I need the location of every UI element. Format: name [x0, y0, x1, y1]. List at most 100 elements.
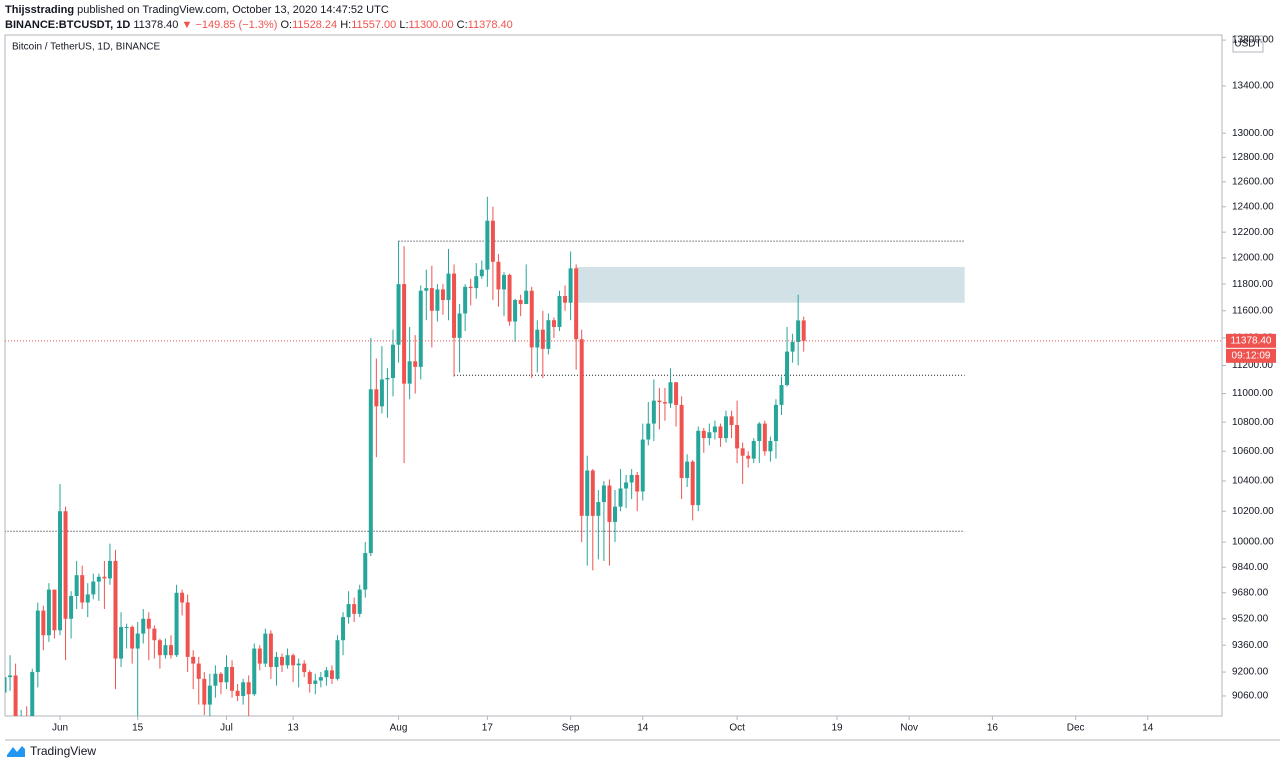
- plot-frame: [4, 34, 1223, 717]
- candle-body: [563, 296, 568, 303]
- candle-body: [91, 581, 96, 595]
- x-tick-label: 13: [288, 723, 300, 734]
- candle-body: [546, 320, 551, 349]
- logo: [7, 746, 25, 757]
- candle-body: [651, 400, 656, 424]
- published: published on TradingView.com, October 13…: [77, 4, 389, 16]
- candle-body: [674, 382, 679, 405]
- candle-body: [524, 290, 529, 305]
- candle-body: [58, 511, 62, 631]
- candle-body: [296, 663, 301, 666]
- candle-body: [662, 402, 667, 404]
- candle-body: [352, 604, 357, 614]
- candle-body: [624, 482, 629, 489]
- candle-body: [629, 474, 634, 483]
- c: 11378.40: [467, 19, 513, 31]
- candle-body: [374, 389, 379, 407]
- candle-body: [457, 313, 462, 338]
- candle-body: [535, 329, 540, 348]
- candle-body: [363, 553, 368, 590]
- candle-body: [724, 416, 728, 439]
- candle-body: [640, 439, 645, 492]
- o-key: O:: [280, 19, 293, 31]
- y-tick-label: 12600.00: [1232, 177, 1274, 188]
- candle-body: [479, 269, 484, 277]
- candle-body: [257, 648, 262, 664]
- candle-body: [13, 675, 18, 716]
- candle-body: [585, 470, 590, 516]
- candle-body: [735, 425, 740, 449]
- chart-title: Bitcoin / TetherUS, 1D, BINANCE: [12, 42, 161, 53]
- header: Thijsstrading published on TradingView.c…: [5, 3, 513, 33]
- candle-body: [779, 385, 784, 405]
- candle-body: [313, 680, 318, 684]
- candle-body: [235, 690, 240, 696]
- candle-body: [25, 724, 29, 735]
- candle-body: [324, 670, 329, 678]
- candle-body: [218, 673, 223, 683]
- y-tick-label: 10800.00: [1232, 417, 1274, 428]
- y-tick-label: 10000.00: [1232, 537, 1274, 548]
- candle-body: [685, 461, 690, 478]
- candle-body: [69, 596, 74, 619]
- candle-body: [468, 286, 473, 289]
- candle-body: [452, 273, 457, 338]
- y-tick-label: 13000.00: [1232, 128, 1274, 139]
- candle-body: [224, 666, 229, 683]
- candle-body: [740, 448, 745, 456]
- y-tick-label: 9360.00: [1232, 640, 1269, 651]
- candle-body: [557, 296, 562, 327]
- candle-body: [180, 592, 185, 603]
- candle-body: [718, 426, 723, 439]
- candle-body: [396, 284, 401, 345]
- c-key: C:: [456, 19, 468, 31]
- candle-body: [785, 351, 790, 386]
- candle-body: [429, 288, 434, 311]
- x-tick-label: 15: [132, 723, 144, 734]
- candle-body: [35, 610, 40, 673]
- candle-body: [146, 618, 151, 629]
- footer: TradingView: [6, 744, 96, 758]
- candle-body: [402, 284, 407, 384]
- candle-body: [485, 220, 490, 270]
- last-price-box: [1226, 333, 1276, 348]
- candle-body: [751, 441, 756, 459]
- candle-body: [729, 416, 734, 426]
- candle-body: [574, 268, 579, 340]
- candle-body: [41, 610, 46, 636]
- candle-body: [518, 300, 523, 305]
- countdown-box: [1226, 348, 1276, 363]
- candle-body: [107, 560, 112, 579]
- candle-body: [551, 320, 556, 327]
- zone: [576, 267, 965, 303]
- unit-box: [1232, 35, 1264, 53]
- x-tick-label: Oct: [729, 723, 745, 734]
- candle-body: [701, 430, 706, 439]
- last-price-label: 11378.40: [1231, 335, 1272, 346]
- candle-body: [241, 682, 246, 696]
- candle-body: [568, 268, 573, 303]
- candle-body: [601, 485, 606, 503]
- candle-body: [496, 261, 501, 290]
- candle-body: [746, 455, 751, 459]
- candle-body: [169, 645, 173, 656]
- y-tick-label: 12400.00: [1232, 201, 1274, 212]
- y-tick-label: 9200.00: [1232, 667, 1269, 678]
- x-tick-label: Sep: [562, 723, 580, 734]
- candle-body: [579, 339, 584, 516]
- candle-body: [274, 656, 279, 667]
- candle-body: [773, 404, 778, 442]
- candle-body: [202, 678, 207, 705]
- change: ▼ −149.85 (−1.3%): [181, 19, 278, 31]
- quote-line: BINANCE:BTCUSDT, 1D 11378.40 ▼ −149.85 (…: [5, 18, 513, 33]
- candle-body: [5, 677, 7, 693]
- y-tick-label: 9520.00: [1232, 613, 1269, 624]
- candle-body: [191, 656, 196, 664]
- candle-body: [46, 589, 51, 636]
- candle-body: [141, 618, 146, 634]
- candle-body: [252, 648, 257, 695]
- publish-line: Thijsstrading published on TradingView.c…: [5, 3, 513, 18]
- candle-body: [185, 602, 190, 657]
- candle-body: [418, 290, 423, 367]
